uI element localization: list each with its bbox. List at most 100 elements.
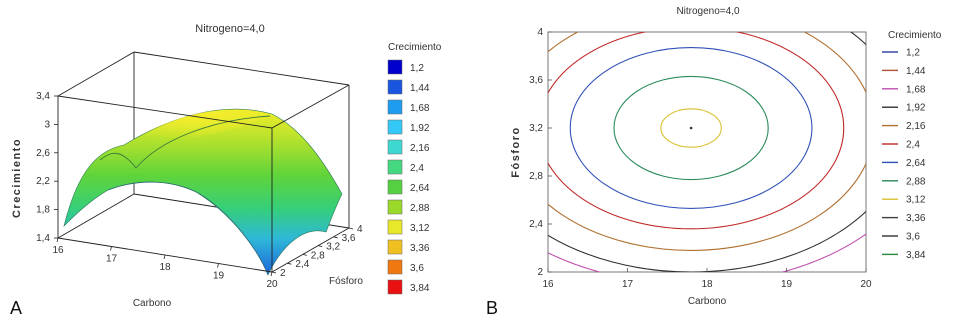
plot-area-frame — [547, 31, 867, 273]
legend-label: 3,12 — [906, 195, 926, 206]
box-front-edges — [57, 84, 350, 273]
legend-swatch — [387, 79, 403, 95]
legend-swatch — [387, 59, 403, 75]
legend-title: Crecimiento — [888, 30, 942, 41]
x-axis-ticks: 16 17 18 19 20 — [52, 237, 278, 290]
y-tick-label: 3,6 — [342, 233, 356, 244]
x-tick-label: 19 — [781, 279, 793, 290]
x-tick-label: 18 — [159, 262, 171, 273]
legend-swatch — [387, 279, 403, 295]
y-tick-label: 2,8 — [529, 171, 543, 182]
x-tick-mark — [270, 271, 273, 277]
y-tick-label: 3,2 — [326, 242, 340, 253]
x-tick-mark — [217, 263, 219, 268]
legend: 1,2 1,44 1,68 1,92 2,16 2,4 2,64 2,88 3,12 3,36 3,… — [882, 48, 926, 261]
axis-ticks: 16 17 18 19 20 2 2,4 2,8 3,2 3,6 4 — [529, 27, 872, 290]
contour-lines — [548, 32, 866, 272]
legend-label: 2,16 — [906, 121, 926, 132]
y-tick-mark — [318, 245, 323, 247]
legend-swatch — [387, 239, 403, 255]
z-tick-label: 1,4 — [36, 233, 50, 244]
legend-label: 1,68 — [906, 84, 926, 95]
legend-swatch — [387, 119, 403, 135]
surface-plot-panel: Nitrogeno=4,0 1,4 1,8 2,2 2,6 3 3,4 Crecimien… — [10, 23, 442, 318]
y-tick-label: 2 — [280, 268, 286, 279]
y-tick-mark — [271, 271, 277, 274]
y-tick-label: 2,4 — [529, 219, 543, 230]
legend-label: 1,92 — [906, 103, 926, 114]
y-tick-label: 3,6 — [529, 75, 543, 86]
y-axis-label: Fósforo — [510, 126, 522, 177]
panel-label-a: A — [10, 298, 22, 318]
legend-label: 2,16 — [410, 143, 430, 154]
legend-title: Crecimiento — [388, 42, 442, 53]
x-tick-label: 18 — [701, 279, 713, 290]
legend-label: 2,64 — [906, 158, 926, 169]
legend-swatch — [387, 99, 403, 115]
y-tick-label: 2,8 — [311, 250, 325, 261]
z-axis-ticks: 1,4 1,8 2,2 2,6 3 3,4 — [36, 91, 58, 244]
legend-label: 3,36 — [906, 213, 926, 224]
legend-label: 2,88 — [410, 203, 430, 214]
legend-swatch — [387, 219, 403, 235]
plot-title: Nitrogeno=4,0 — [676, 6, 740, 17]
surface-front-ridge — [107, 181, 269, 276]
z-tick-label: 3 — [44, 119, 50, 130]
z-tick-label: 1,8 — [36, 205, 50, 216]
y-tick-label: 3,2 — [529, 123, 543, 134]
z-tick-label: 2,6 — [36, 148, 50, 159]
contour-plot-panel: Nitrogeno=4,0 16 17 18 19 20 2 2,4 2,8 3,2 3,6 4 F… — [486, 6, 942, 318]
x-axis-label: Carbono — [688, 296, 727, 307]
legend-swatch — [387, 159, 403, 175]
y-tick-mark — [287, 262, 292, 265]
y-tick-mark — [302, 254, 307, 256]
y-tick-mark — [333, 236, 338, 239]
y-axis-label: Fósforo — [329, 276, 363, 287]
y-tick-label: 4 — [537, 27, 543, 38]
panel-label-b: B — [486, 298, 498, 318]
x-tick-label: 20 — [266, 279, 278, 290]
legend-label: 3,84 — [410, 283, 430, 294]
contour-line — [613, 75, 769, 181]
x-tick-mark — [110, 246, 112, 251]
legend-label: 3,84 — [906, 250, 926, 261]
plot-title: Nitrogeno=4,0 — [195, 23, 264, 35]
contour-line — [548, 32, 845, 230]
surface-peak-highlight — [118, 109, 270, 150]
z-tick-label: 2,2 — [36, 176, 50, 187]
contour-line — [548, 32, 866, 251]
optimum-point — [689, 126, 693, 130]
x-tick-label: 16 — [542, 279, 554, 290]
legend-label: 1,44 — [906, 66, 926, 77]
legend-label: 1,68 — [410, 103, 430, 114]
legend-label: 2,4 — [906, 140, 920, 151]
legend-label: 3,36 — [410, 243, 430, 254]
legend-swatch — [387, 139, 403, 155]
y-tick-label: 4 — [357, 224, 363, 235]
legend-label: 2,4 — [410, 163, 424, 174]
y-tick-mark — [348, 227, 354, 230]
y-axis-ticks: 2 2,42,83,23,64 — [271, 224, 363, 279]
legend-label: 1,92 — [410, 123, 430, 134]
x-axis-label: Carbono — [133, 298, 172, 309]
legend-label: 2,88 — [906, 176, 926, 187]
y-tick-label: 2 — [537, 267, 543, 278]
legend-label: 1,44 — [410, 83, 430, 94]
legend-swatch — [387, 179, 403, 195]
legend-swatch — [387, 259, 403, 275]
contour-line — [660, 108, 722, 148]
legend-label: 1,2 — [906, 48, 920, 59]
legend-label: 3,6 — [906, 232, 920, 243]
legend-label: 3,6 — [410, 263, 424, 274]
y-tick-label: 2,4 — [295, 259, 309, 270]
z-tick-label: 3,4 — [36, 91, 50, 102]
contour-line — [569, 47, 813, 209]
legend-label: 2,64 — [410, 183, 430, 194]
x-tick-label: 16 — [52, 245, 64, 256]
z-axis-label: Crecimiento — [11, 138, 23, 218]
x-tick-mark — [163, 254, 166, 260]
x-tick-label: 19 — [213, 271, 225, 282]
legend-label: 3,12 — [410, 223, 430, 234]
x-tick-label: 17 — [622, 279, 634, 290]
x-tick-label: 20 — [860, 279, 872, 290]
